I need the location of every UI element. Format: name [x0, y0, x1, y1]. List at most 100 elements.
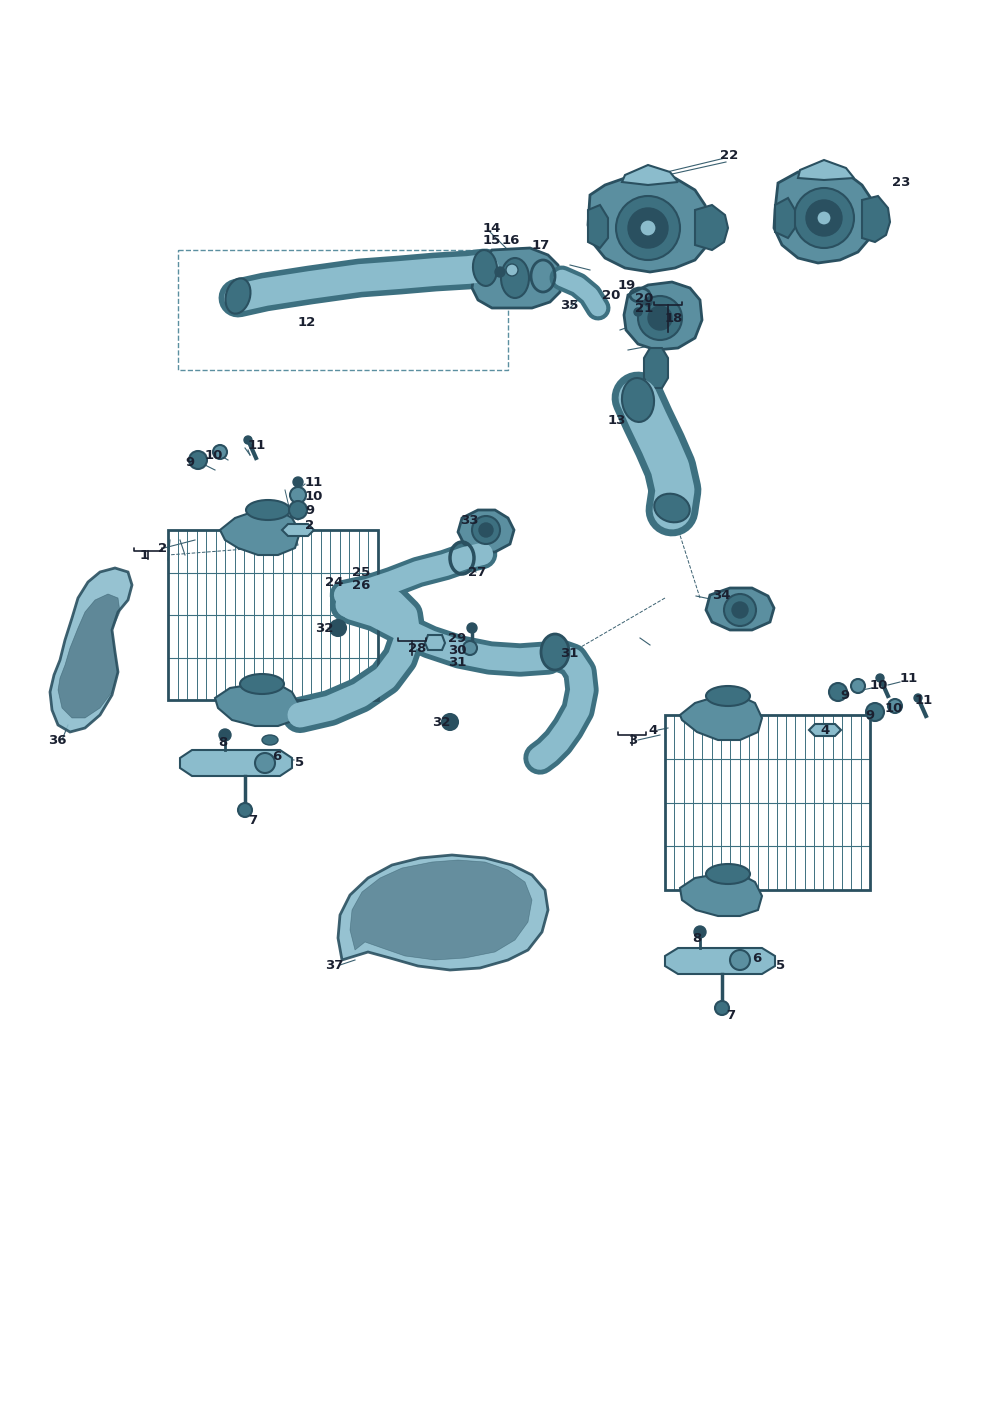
Circle shape	[495, 267, 505, 276]
Bar	[665, 716, 870, 890]
Ellipse shape	[473, 250, 497, 286]
Ellipse shape	[225, 278, 251, 314]
Text: 10: 10	[885, 702, 904, 714]
Polygon shape	[180, 751, 292, 776]
Text: 25: 25	[352, 565, 370, 578]
Polygon shape	[624, 282, 702, 349]
Polygon shape	[350, 860, 532, 960]
Text: 5: 5	[776, 958, 785, 971]
Ellipse shape	[246, 499, 290, 521]
Text: 36: 36	[48, 734, 66, 746]
Circle shape	[616, 196, 680, 260]
Circle shape	[817, 210, 831, 224]
Text: 9: 9	[305, 504, 314, 516]
Text: 32: 32	[315, 622, 333, 634]
Circle shape	[479, 523, 493, 537]
Ellipse shape	[655, 494, 689, 522]
Text: 12: 12	[298, 316, 316, 328]
Text: 30: 30	[448, 644, 466, 657]
Ellipse shape	[706, 864, 750, 884]
Polygon shape	[282, 523, 314, 536]
Text: 11: 11	[900, 672, 919, 685]
Polygon shape	[220, 511, 300, 556]
Circle shape	[463, 641, 477, 655]
Circle shape	[644, 297, 652, 306]
Polygon shape	[775, 198, 795, 239]
Circle shape	[219, 730, 231, 741]
Polygon shape	[680, 874, 762, 916]
Circle shape	[628, 208, 668, 248]
Text: 10: 10	[205, 449, 223, 462]
Polygon shape	[665, 948, 775, 974]
Text: 4: 4	[648, 724, 658, 737]
Text: 31: 31	[448, 655, 466, 668]
Text: 17: 17	[532, 239, 551, 251]
Text: 32: 32	[432, 716, 450, 728]
Text: 15: 15	[483, 233, 501, 247]
Text: 27: 27	[468, 565, 486, 578]
Ellipse shape	[501, 258, 529, 297]
Circle shape	[244, 436, 252, 443]
Text: 26: 26	[352, 578, 370, 592]
Text: 3: 3	[628, 734, 637, 746]
Polygon shape	[338, 854, 548, 969]
Text: 24: 24	[325, 575, 343, 588]
Bar	[178, 250, 508, 370]
Polygon shape	[695, 205, 728, 250]
Text: 37: 37	[325, 958, 343, 971]
Circle shape	[638, 296, 682, 340]
Text: 18: 18	[665, 311, 683, 324]
Circle shape	[648, 306, 672, 330]
Circle shape	[851, 679, 865, 693]
Circle shape	[732, 602, 748, 617]
Circle shape	[255, 753, 275, 773]
Circle shape	[829, 683, 847, 702]
Circle shape	[634, 309, 642, 316]
Text: 19: 19	[618, 279, 636, 292]
Circle shape	[506, 264, 518, 276]
Polygon shape	[50, 568, 132, 732]
Polygon shape	[58, 593, 120, 718]
Text: 4: 4	[820, 724, 829, 737]
Text: 10: 10	[870, 679, 889, 692]
Text: 7: 7	[248, 814, 257, 826]
Text: 2: 2	[158, 542, 167, 554]
Ellipse shape	[622, 377, 654, 422]
Polygon shape	[588, 205, 608, 248]
Text: 31: 31	[560, 647, 578, 659]
Polygon shape	[472, 248, 562, 309]
Circle shape	[866, 703, 884, 721]
Bar	[168, 530, 378, 700]
Circle shape	[189, 450, 207, 469]
Circle shape	[640, 220, 656, 236]
Text: 20: 20	[602, 289, 620, 302]
Text: 16: 16	[502, 233, 521, 247]
Circle shape	[888, 699, 902, 713]
Text: 21: 21	[635, 302, 654, 314]
Polygon shape	[215, 685, 300, 725]
Circle shape	[442, 714, 458, 730]
Text: 33: 33	[460, 513, 478, 526]
Circle shape	[293, 477, 303, 487]
Polygon shape	[458, 511, 514, 551]
Ellipse shape	[706, 686, 750, 706]
Text: 14: 14	[483, 222, 501, 234]
Text: 8: 8	[692, 932, 701, 944]
Circle shape	[876, 673, 884, 682]
Text: 6: 6	[272, 749, 282, 762]
Polygon shape	[425, 636, 445, 650]
Polygon shape	[774, 168, 875, 262]
Text: 11: 11	[305, 476, 323, 488]
Text: 13: 13	[608, 414, 626, 427]
Text: 34: 34	[712, 588, 730, 602]
Circle shape	[238, 803, 252, 817]
Circle shape	[724, 593, 756, 626]
Ellipse shape	[541, 634, 569, 671]
Text: 2: 2	[305, 519, 314, 532]
Text: 5: 5	[295, 755, 305, 769]
Text: 8: 8	[218, 735, 227, 748]
Text: 6: 6	[752, 951, 761, 964]
Text: 10: 10	[305, 490, 323, 502]
Text: 9: 9	[185, 456, 194, 469]
Circle shape	[330, 620, 346, 636]
